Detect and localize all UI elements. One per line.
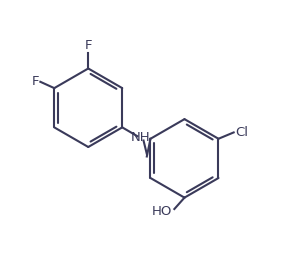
Text: F: F	[32, 75, 39, 88]
Text: HO: HO	[151, 205, 172, 218]
Text: F: F	[84, 39, 92, 52]
Text: Cl: Cl	[235, 126, 248, 139]
Text: NH: NH	[131, 131, 150, 144]
